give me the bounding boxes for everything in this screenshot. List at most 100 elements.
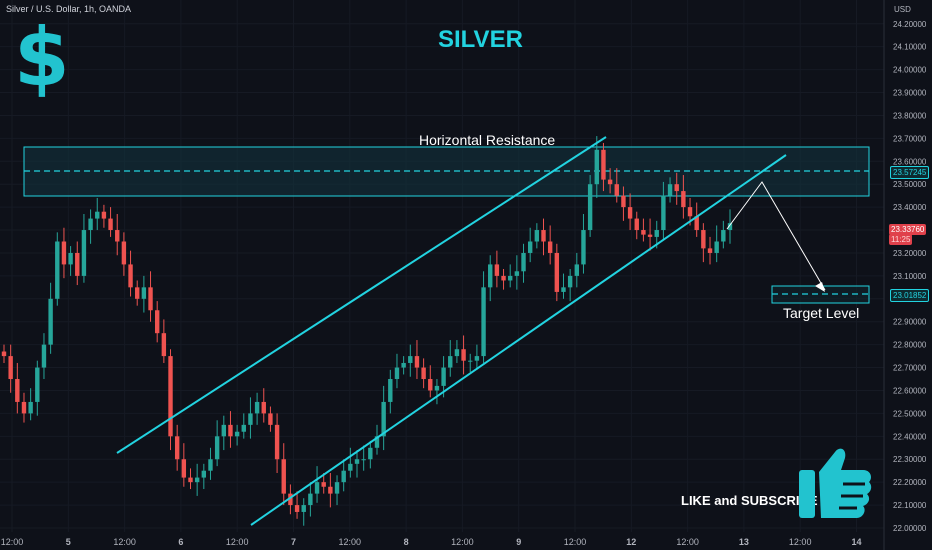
candle-body <box>374 436 380 448</box>
currency-label: USD <box>894 5 911 14</box>
candle-body <box>547 241 553 253</box>
candle-body <box>181 459 187 478</box>
y-tick-label: 22.10000 <box>893 501 927 510</box>
y-tick-label: 22.00000 <box>893 524 927 533</box>
candle-body <box>201 470 207 478</box>
candle-body <box>421 367 426 380</box>
x-tick-label: 9 <box>516 537 521 547</box>
candle-body <box>667 184 673 196</box>
candle-body <box>334 482 340 494</box>
candle-body <box>381 401 386 437</box>
x-tick-label: 12:00 <box>676 537 699 547</box>
candle-body <box>474 356 480 361</box>
candle-body <box>501 275 506 281</box>
candle-body <box>194 477 200 483</box>
resistance-label: Horizontal Resistance <box>419 132 556 148</box>
x-tick-label: 12:00 <box>226 537 249 547</box>
candle-body <box>221 424 226 437</box>
candle-body <box>341 470 346 483</box>
candle-body <box>248 413 253 425</box>
candle-body <box>488 264 493 288</box>
y-tick-label: 22.20000 <box>893 478 927 487</box>
current-price-badge: 23.33760 <box>889 224 927 235</box>
candle-body <box>95 211 100 219</box>
candle-body <box>714 241 719 253</box>
y-axis: USD 24.20000 24.10000 24.00000 23.90000 23.80… <box>893 5 927 533</box>
candle-body <box>448 356 453 368</box>
candle-body <box>88 218 93 231</box>
candle-body <box>268 413 273 425</box>
candle-body <box>61 241 67 265</box>
candle-body <box>301 505 306 512</box>
candle-body <box>674 184 679 192</box>
x-tick-label: 12 <box>626 537 636 547</box>
candle-body <box>581 230 586 265</box>
x-axis: 12:00 5 12:00 6 12:00 7 12:00 8 12:00 9 12:00 12 12:… <box>1 537 862 547</box>
candle-body <box>281 459 286 494</box>
candle-body <box>687 207 693 217</box>
candle-body <box>354 459 360 464</box>
x-tick-label: 13 <box>739 537 749 547</box>
candle-body <box>308 493 313 506</box>
candle-body <box>694 216 699 231</box>
dollar-sign-icon: $ <box>14 11 70 104</box>
x-tick-label: 12:00 <box>113 537 136 547</box>
x-tick-label: 12:00 <box>789 537 812 547</box>
candle-body <box>234 431 240 437</box>
candle-body <box>468 360 473 362</box>
candle-body <box>241 424 246 432</box>
candle-body <box>441 367 446 386</box>
candle-body <box>428 379 433 391</box>
candle-body <box>174 436 180 460</box>
candle-body <box>288 493 293 506</box>
candle-body <box>108 218 113 231</box>
candle-body <box>135 287 140 299</box>
grid-lines <box>0 0 885 550</box>
candle-body <box>554 252 560 292</box>
thumbs-up-icon <box>799 448 872 518</box>
target-price-badge: 23.01852 <box>890 289 930 302</box>
candle-body <box>321 482 326 487</box>
y-tick-label: 22.70000 <box>893 364 927 373</box>
x-tick-label: 14 <box>851 537 861 547</box>
candle-body <box>701 230 706 249</box>
candle-body <box>707 248 713 253</box>
x-tick-label: 12:00 <box>339 537 362 547</box>
candle-body <box>154 310 160 334</box>
candle-body <box>314 482 320 494</box>
candle-body <box>614 184 619 196</box>
candle-body <box>401 362 406 368</box>
candle-body <box>461 349 466 361</box>
y-tick-label: 22.30000 <box>893 455 927 464</box>
candle-body <box>21 401 27 414</box>
channel-lower-line <box>250 154 787 526</box>
candle-body <box>348 463 353 471</box>
target-label: Target Level <box>783 305 860 321</box>
candle-body <box>68 252 73 265</box>
candle-body <box>368 447 373 460</box>
candle-body <box>541 230 546 242</box>
countdown-badge: 11:25 <box>889 234 913 245</box>
candle-body <box>168 356 173 437</box>
candle-body <box>627 207 633 219</box>
candle-body <box>214 436 220 460</box>
projection-path <box>726 181 826 291</box>
candle-body <box>494 264 500 276</box>
candle-body <box>727 223 733 231</box>
candle-body <box>28 401 33 414</box>
candle-body <box>15 379 20 402</box>
candle-body <box>594 149 599 185</box>
symbol-line: Silver / U.S. Dollar, 1h, OANDA <box>6 4 132 14</box>
y-tick-label: 23.90000 <box>893 89 927 98</box>
y-tick-label: 23.10000 <box>893 272 927 281</box>
candle-body <box>514 271 520 276</box>
candle-body <box>208 459 213 471</box>
candle-body <box>294 505 300 512</box>
y-tick-label: 23.60000 <box>893 157 927 166</box>
candle-body <box>388 379 393 402</box>
candle-body <box>587 184 593 231</box>
candle-body <box>81 230 87 276</box>
candle-body <box>414 356 420 368</box>
candle-body <box>1 351 7 357</box>
